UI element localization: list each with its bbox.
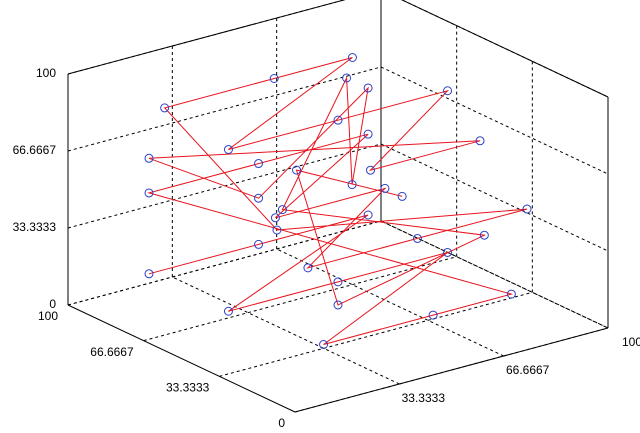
- data-point: [366, 165, 375, 175]
- y-tick-label: 66.6667: [90, 345, 134, 359]
- data-point: [223, 306, 233, 316]
- data-point: [333, 277, 343, 287]
- data-point: [443, 86, 453, 96]
- data-point: [347, 53, 357, 62]
- x-tick-label: 66.6667: [506, 363, 550, 377]
- y-tick-label: 0: [278, 416, 285, 428]
- grid-line: [172, 276, 400, 385]
- data-point: [319, 340, 329, 349]
- data-point: [412, 233, 422, 243]
- data-point: [270, 213, 280, 223]
- z-tick-label: 66.6667: [13, 143, 57, 157]
- z-tick-label: 0: [49, 297, 56, 311]
- data-point: [144, 269, 154, 279]
- data-point: [363, 83, 373, 93]
- data-point: [342, 73, 352, 83]
- grid-line: [401, 0, 609, 98]
- z-tick-label: 100: [36, 66, 56, 80]
- data-point: [347, 180, 357, 190]
- data-point: [269, 74, 279, 83]
- grid-line: [67, 220, 382, 306]
- axis-line: [401, 0, 609, 98]
- data-point: [303, 263, 313, 273]
- data-point: [522, 204, 532, 214]
- data-point: [292, 165, 302, 175]
- data-point: [272, 225, 282, 235]
- data-point: [479, 230, 489, 240]
- x-tick-label: 100: [622, 335, 640, 349]
- data-point: [397, 191, 407, 201]
- data-line: [147, 57, 528, 345]
- data-point: [333, 115, 343, 125]
- data-point: [443, 247, 453, 257]
- data-point: [254, 159, 264, 169]
- axis-line: [67, 304, 296, 413]
- data-point: [254, 239, 264, 249]
- data-point: [380, 183, 390, 193]
- grid-line: [219, 291, 533, 377]
- y-tick-label: 100: [38, 309, 58, 323]
- data-point: [223, 145, 233, 155]
- grid-line: [143, 256, 457, 342]
- grid-line: [67, 66, 382, 152]
- data-point: [144, 153, 154, 163]
- data-point: [363, 210, 373, 220]
- y-tick-label: 33.3333: [166, 381, 210, 395]
- data-point: [277, 205, 287, 215]
- axis-line: [294, 327, 609, 413]
- data-point: [363, 129, 373, 139]
- z-tick-label: 33.3333: [13, 220, 57, 234]
- data-point: [160, 103, 170, 113]
- data-point: [254, 193, 264, 203]
- data-point: [428, 310, 438, 320]
- axis-line: [67, 0, 346, 75]
- data-point: [333, 300, 343, 310]
- data-point: [475, 136, 485, 146]
- x-tick-label: 33.3333: [402, 391, 446, 405]
- data-point: [144, 188, 154, 198]
- data-point: [506, 289, 516, 299]
